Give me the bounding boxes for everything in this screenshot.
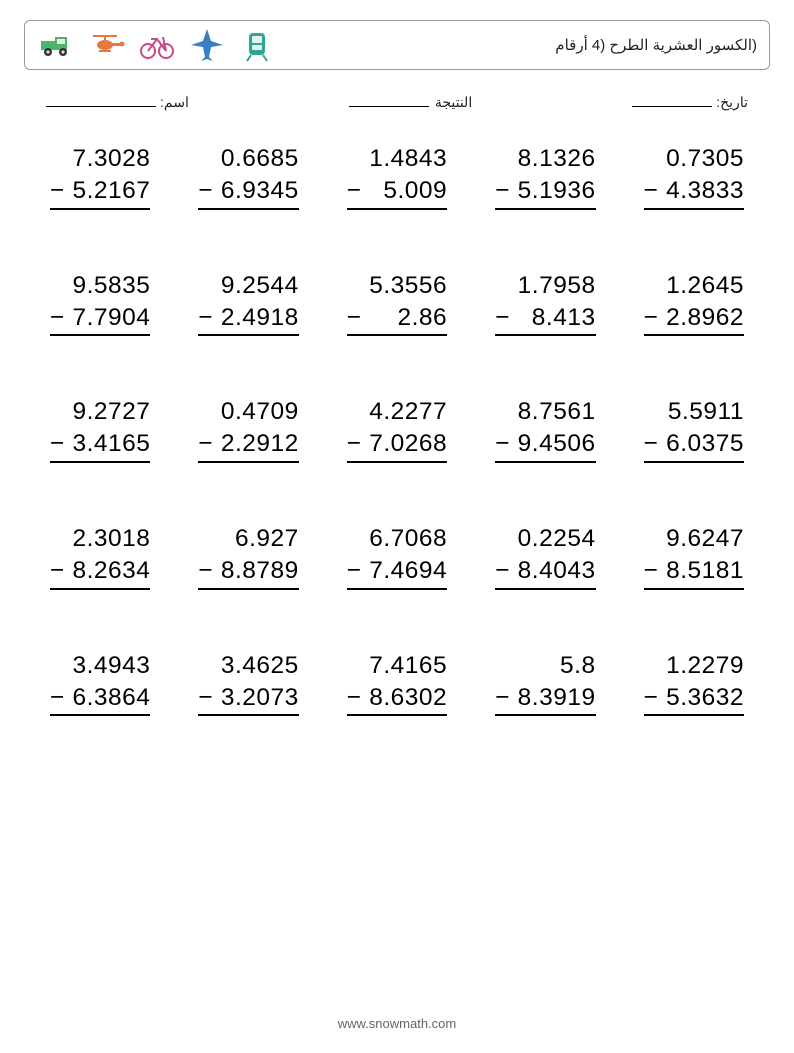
problem: 3.4943−6.3864 (50, 650, 150, 717)
problem-bottom: −8.2634 (50, 555, 150, 590)
helicopter-icon (87, 25, 127, 65)
problem-top: 1.2645 (644, 270, 744, 302)
problem-top: 2.3018 (50, 523, 150, 555)
problem-bottom: −2.4918 (198, 302, 298, 337)
fields-row: اسم: النتيجة تاريخ: (24, 92, 770, 111)
problem-top: 4.2277 (347, 396, 447, 428)
problem-bottom: −7.0268 (347, 428, 447, 463)
score-input-line[interactable] (349, 92, 429, 107)
problem-bottom: −3.2073 (198, 682, 298, 717)
problem-bottom: −8.4043 (495, 555, 595, 590)
problem-bottom: −8.5181 (644, 555, 744, 590)
problem-bottom: −6.3864 (50, 682, 150, 717)
score-field: النتيجة (349, 92, 472, 111)
problem: 1.2279−5.3632 (644, 650, 744, 717)
problem-top: 5.8 (495, 650, 595, 682)
problem-top: 3.4943 (50, 650, 150, 682)
problem: 0.2254−8.4043 (495, 523, 595, 590)
problem: 8.7561−9.4506 (495, 396, 595, 463)
problems-grid: 7.3028−5.2167 0.6685−6.9345 1.4843−5.009 8.… (24, 143, 770, 716)
problem: 9.5835−7.7904 (50, 270, 150, 337)
problem-top: 9.6247 (644, 523, 744, 555)
problem-top: 0.7305 (644, 143, 744, 175)
problem-bottom: −5.2167 (50, 175, 150, 210)
problem-bottom: −8.3919 (495, 682, 595, 717)
date-label: تاريخ: (716, 94, 748, 111)
problem-top: 3.4625 (198, 650, 298, 682)
truck-icon (37, 25, 77, 65)
problem-top: 5.3556 (347, 270, 447, 302)
problem: 6.7068−7.4694 (347, 523, 447, 590)
problem-top: 0.4709 (198, 396, 298, 428)
train-icon (237, 25, 277, 65)
name-field: اسم: (46, 92, 189, 111)
problem-top: 1.2279 (644, 650, 744, 682)
problem: 4.2277−7.0268 (347, 396, 447, 463)
problem-bottom: −7.4694 (347, 555, 447, 590)
problem: 5.8−8.3919 (495, 650, 595, 717)
problem: 0.4709−2.2912 (198, 396, 298, 463)
problem-bottom: −8.8789 (198, 555, 298, 590)
problem-bottom: −2.2912 (198, 428, 298, 463)
problem-top: 0.6685 (198, 143, 298, 175)
problem-bottom: −6.0375 (644, 428, 744, 463)
problem-bottom: −8.6302 (347, 682, 447, 717)
problem: 0.7305−4.3833 (644, 143, 744, 210)
problem: 1.2645−2.8962 (644, 270, 744, 337)
problem-bottom: −5.009 (347, 175, 447, 210)
problem: 1.4843−5.009 (347, 143, 447, 210)
problem-bottom: −2.8962 (644, 302, 744, 337)
problem: 7.4165−8.6302 (347, 650, 447, 717)
problem-bottom: −7.7904 (50, 302, 150, 337)
problem: 5.3556−2.86 (347, 270, 447, 337)
problem-bottom: −5.3632 (644, 682, 744, 717)
problem-top: 6.927 (198, 523, 298, 555)
problem-top: 6.7068 (347, 523, 447, 555)
problem: 9.2544−2.4918 (198, 270, 298, 337)
problem-bottom: −9.4506 (495, 428, 595, 463)
bicycle-icon (137, 25, 177, 65)
problem: 3.4625−3.2073 (198, 650, 298, 717)
problem: 1.7958−8.413 (495, 270, 595, 337)
problem-top: 1.7958 (495, 270, 595, 302)
problem-bottom: −4.3833 (644, 175, 744, 210)
problem-top: 8.7561 (495, 396, 595, 428)
worksheet-title: (الكسور العشرية الطرح (4 أرقام (555, 36, 757, 54)
problem: 0.6685−6.9345 (198, 143, 298, 210)
name-label: اسم: (160, 94, 189, 111)
problem-top: 0.2254 (495, 523, 595, 555)
date-input-line[interactable] (632, 92, 712, 107)
date-field: تاريخ: (632, 92, 748, 111)
airplane-icon (187, 25, 227, 65)
problem-bottom: −8.413 (495, 302, 595, 337)
problem-top: 9.2727 (50, 396, 150, 428)
problem: 5.5911−6.0375 (644, 396, 744, 463)
problem: 9.6247−8.5181 (644, 523, 744, 590)
problem-top: 7.3028 (50, 143, 150, 175)
score-label: النتيجة (435, 94, 472, 111)
problem: 2.3018−8.2634 (50, 523, 150, 590)
problem: 8.1326−5.1936 (495, 143, 595, 210)
problem-bottom: −2.86 (347, 302, 447, 337)
problem-bottom: −3.4165 (50, 428, 150, 463)
problem-top: 8.1326 (495, 143, 595, 175)
problem-top: 9.2544 (198, 270, 298, 302)
problem: 6.927−8.8789 (198, 523, 298, 590)
header-box: (الكسور العشرية الطرح (4 أرقام (24, 20, 770, 70)
problem: 9.2727−3.4165 (50, 396, 150, 463)
problem-bottom: −6.9345 (198, 175, 298, 210)
problem-top: 7.4165 (347, 650, 447, 682)
problem-top: 5.5911 (644, 396, 744, 428)
name-input-line[interactable] (46, 92, 156, 107)
footer-text: www.snowmath.com (0, 1016, 794, 1031)
problem: 7.3028−5.2167 (50, 143, 150, 210)
problem-top: 1.4843 (347, 143, 447, 175)
problem-top: 9.5835 (50, 270, 150, 302)
problem-bottom: −5.1936 (495, 175, 595, 210)
icons-row (37, 25, 277, 65)
